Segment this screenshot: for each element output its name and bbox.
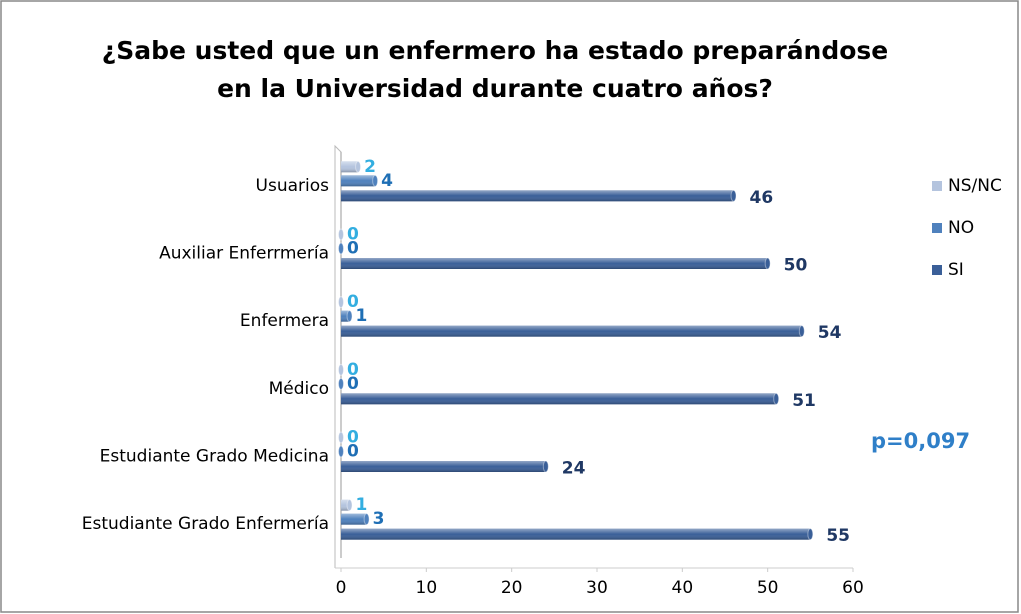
bar-shade xyxy=(341,393,777,405)
bar-cap xyxy=(372,174,379,187)
bar xyxy=(341,189,737,202)
y-tick-label: Enfermera xyxy=(240,311,329,331)
bar xyxy=(341,160,362,173)
data-label: 0 xyxy=(347,360,359,380)
bar xyxy=(341,392,780,405)
bar-cap xyxy=(764,257,771,270)
bar-shade xyxy=(341,310,350,322)
legend-swatch xyxy=(932,181,942,191)
bar-cap xyxy=(338,228,344,241)
bar-cap xyxy=(338,377,344,390)
bar xyxy=(341,499,353,512)
bar xyxy=(338,377,344,390)
bar-cap xyxy=(355,160,362,173)
data-label: 0 xyxy=(347,374,359,394)
bar-shade xyxy=(341,325,802,337)
bar xyxy=(338,296,344,309)
bar-cap xyxy=(807,528,814,541)
y-tick-label: Auxiliar Enferrmería xyxy=(159,244,329,264)
annotation: p=0,097 xyxy=(871,429,970,453)
legend-label: NO xyxy=(948,218,974,238)
data-label: 51 xyxy=(792,391,816,411)
legend-swatch xyxy=(932,265,942,275)
data-label: 3 xyxy=(373,509,385,529)
bar xyxy=(341,460,549,473)
data-label: 0 xyxy=(347,442,359,462)
bar xyxy=(341,174,379,187)
bar xyxy=(341,310,353,323)
bar xyxy=(338,445,344,458)
data-label: 2 xyxy=(364,157,376,177)
chart-title: ¿Sabe usted que un enfermero ha estado p… xyxy=(102,36,889,65)
bar-shade xyxy=(341,258,768,269)
x-tick-label: 40 xyxy=(672,578,694,598)
legend-swatch xyxy=(932,223,942,233)
bar-shade xyxy=(341,528,811,540)
data-label: 50 xyxy=(784,256,808,276)
data-label: 55 xyxy=(826,526,850,546)
y-tick-label: Estudiante Grado Medicina xyxy=(100,447,329,467)
data-label: 24 xyxy=(562,459,586,479)
legend-label: SI xyxy=(948,260,964,280)
x-tick-label: 50 xyxy=(757,578,779,598)
bar-cap xyxy=(346,310,353,323)
chart-title: en la Universidad durante cuatro años? xyxy=(217,74,773,103)
data-label: 1 xyxy=(356,306,368,326)
bar-shade xyxy=(341,513,367,525)
bar-cap xyxy=(363,513,370,526)
bar xyxy=(341,257,771,270)
bar-shade xyxy=(341,499,350,511)
data-label: 54 xyxy=(818,323,842,343)
bar xyxy=(338,228,344,241)
bar-cap xyxy=(773,392,780,405)
x-tick-label: 0 xyxy=(336,578,347,598)
legend-label: NS/NC xyxy=(948,176,1002,196)
data-label: 0 xyxy=(347,292,359,312)
bar-cap xyxy=(338,296,344,309)
bar-cap xyxy=(338,431,344,444)
bar-cap xyxy=(542,460,549,473)
data-label: 0 xyxy=(347,239,359,259)
y-tick-label: Estudiante Grado Enfermería xyxy=(82,514,329,534)
bar-cap xyxy=(346,499,353,512)
y-tick-label: Usuarios xyxy=(256,176,330,196)
data-label: 4 xyxy=(381,171,393,191)
bar xyxy=(341,513,370,526)
data-label: 0 xyxy=(347,428,359,448)
x-tick-label: 10 xyxy=(416,578,438,598)
data-label: 46 xyxy=(750,188,774,208)
bar-shade xyxy=(341,175,376,187)
bar xyxy=(341,325,805,338)
bar xyxy=(338,431,344,444)
bar-shade xyxy=(341,161,359,173)
bar-cap xyxy=(730,189,737,202)
x-tick-label: 20 xyxy=(501,578,523,598)
x-tick-label: 30 xyxy=(586,578,608,598)
y-tick-label: Médico xyxy=(269,379,329,399)
data-label: 1 xyxy=(356,495,368,515)
bar-shade xyxy=(341,190,734,202)
bar-cap xyxy=(798,325,805,338)
bar-cap xyxy=(338,445,344,458)
bar-cap xyxy=(338,242,344,255)
bar xyxy=(341,528,814,541)
data-label: 0 xyxy=(347,225,359,245)
bar-cap xyxy=(338,363,344,376)
x-tick-label: 60 xyxy=(842,578,864,598)
bar xyxy=(338,242,344,255)
bar-shade xyxy=(341,461,546,472)
bar xyxy=(338,363,344,376)
